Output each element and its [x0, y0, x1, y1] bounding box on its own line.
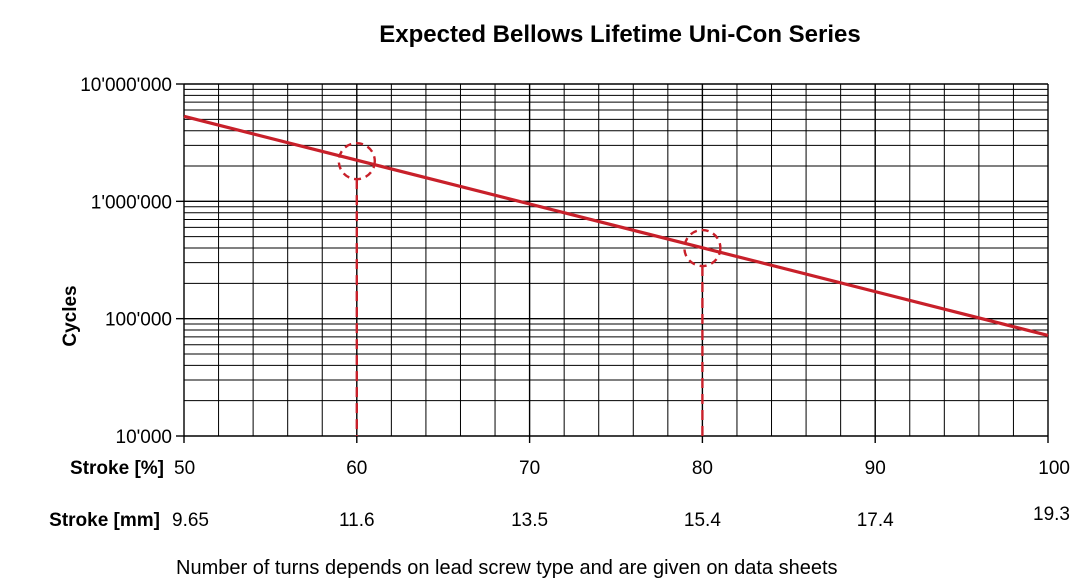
annotations-layer	[337, 141, 722, 436]
x-axis-label-mm: Stroke [mm]	[49, 510, 160, 531]
x-tick-labels-percent: 50 60 70 80 90 100	[174, 458, 1070, 479]
x-axis-label-percent: Stroke [%]	[70, 458, 164, 479]
y-tick-label: 10'000	[116, 427, 172, 448]
x-tick-label-mm: 15.4	[684, 510, 721, 531]
x-tick-label-mm: 17.4	[857, 510, 894, 531]
grid	[176, 83, 1049, 443]
chart-title: Expected Bellows Lifetime Uni-Con Series	[379, 21, 860, 48]
lifetime-line	[183, 114, 1049, 337]
x-tick-label-mm: 11.6	[339, 510, 375, 531]
marker-circle	[683, 228, 722, 268]
x-tick-label-mm: 13.5	[511, 510, 548, 531]
x-tick-label-mm: 9.65	[172, 510, 209, 531]
y-tick-label: 100'000	[105, 310, 172, 331]
x-tick-label: 60	[346, 458, 367, 479]
x-tick-label: 90	[865, 458, 886, 479]
marker-circle	[337, 141, 376, 181]
x-tick-label: 80	[692, 458, 713, 479]
y-tick-labels: 10'000 100'000 1'000'000 10'000'000	[80, 75, 172, 448]
chart-note: Number of turns depends on lead screw ty…	[176, 557, 838, 579]
y-tick-label: 1'000'000	[91, 192, 172, 213]
x-tick-label: 70	[519, 458, 540, 479]
x-tick-label: 50	[174, 458, 195, 479]
x-tick-label-mm: 19.3	[1033, 504, 1070, 525]
x-tick-labels-mm: 9.65 11.6 13.5 15.4 17.4 19.3	[172, 504, 1070, 531]
series-layer	[183, 114, 1049, 337]
x-tick-label: 100	[1038, 458, 1070, 479]
y-tick-label: 10'000'000	[80, 75, 172, 96]
y-axis-label: Cycles	[60, 285, 81, 346]
